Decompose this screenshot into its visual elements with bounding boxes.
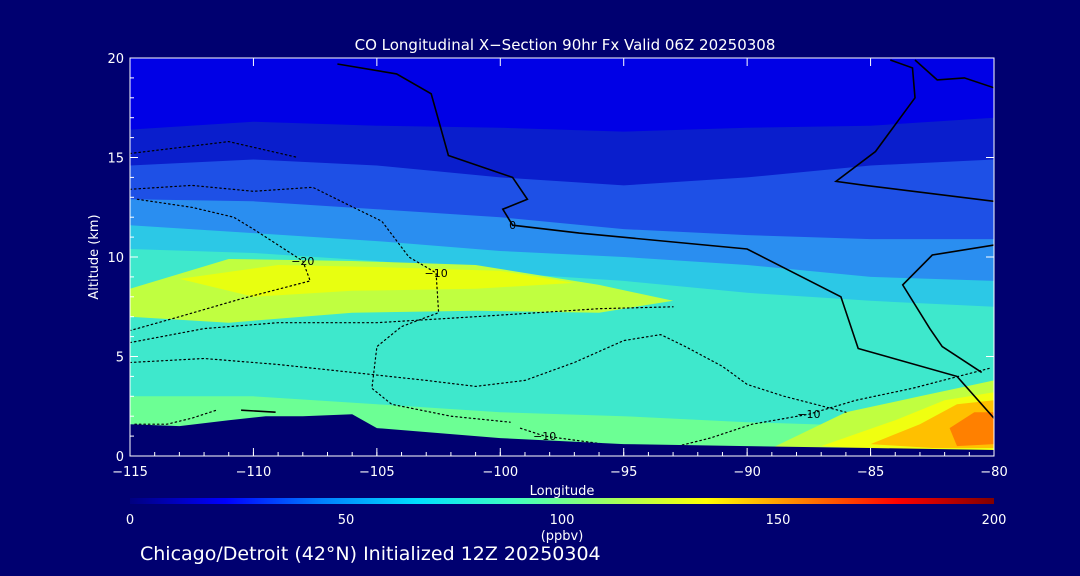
contour-label: −10 (797, 408, 820, 421)
colorbar (130, 498, 994, 504)
x-tick-label: −110 (236, 465, 272, 480)
colorbar-tick-label: 0 (126, 513, 134, 528)
contour-7 (130, 198, 311, 332)
colorbar-tick-label: 200 (982, 513, 1007, 528)
contour-label: −20 (291, 255, 314, 268)
colorbar-unit: (ppbv) (541, 529, 584, 544)
contour-10 (677, 367, 990, 447)
y-axis-title: Altitude (km) (87, 214, 102, 299)
x-tick-label: −105 (359, 465, 395, 480)
y-tick-label: 0 (116, 450, 124, 465)
contour-label: 0 (509, 219, 516, 232)
x-tick-label: −90 (733, 465, 760, 480)
y-axis: 0 5 10 15 20 (107, 52, 994, 465)
y-tick-label: 5 (116, 351, 124, 366)
x-tick-label: −115 (112, 465, 148, 480)
y-tick-label: 20 (107, 52, 124, 67)
x-tick-label: −95 (610, 465, 637, 480)
contour-label: −10 (533, 430, 556, 443)
x-axis-title: Longitude (530, 484, 595, 499)
contour-1 (833, 59, 994, 203)
x-tick-label: −85 (857, 465, 884, 480)
chart-title: CO Longitudinal X−Section 90hr Fx Valid … (355, 36, 776, 54)
contour-4 (241, 409, 276, 413)
contour-6 (130, 140, 299, 159)
contour-9 (130, 306, 674, 344)
contour-label: −10 (424, 267, 447, 280)
contour-0 (337, 63, 994, 419)
colorbar-tick-label: 50 (338, 513, 355, 528)
colorbar-ticks: 0 50 100 150 200 (126, 513, 1007, 528)
co-patch-5 (949, 412, 994, 447)
contour-12 (134, 409, 217, 425)
x-axis: −115 −110 −105 −100 −95 −90 −85 −80 (112, 58, 1008, 480)
contour-2 (914, 59, 994, 89)
y-tick-label: 10 (107, 251, 124, 266)
contour-lines: 0 −10 −20 −10 −10 (130, 59, 994, 449)
y-tick-label: 15 (107, 152, 124, 167)
x-tick-label: −100 (482, 465, 518, 480)
contour-8 (519, 427, 674, 449)
x-tick-label: −80 (980, 465, 1007, 480)
colorbar-tick-label: 150 (766, 513, 791, 528)
plot-area: 0 −10 −20 −10 −10 (130, 58, 994, 456)
contour-5 (130, 184, 511, 423)
contour-11 (130, 333, 847, 413)
colorbar-tick-label: 100 (550, 513, 575, 528)
region-init-label: Chicago/Detroit (42°N) Initialized 12Z 2… (140, 543, 601, 565)
contour-3 (901, 244, 994, 374)
terrain-mask (130, 414, 994, 456)
